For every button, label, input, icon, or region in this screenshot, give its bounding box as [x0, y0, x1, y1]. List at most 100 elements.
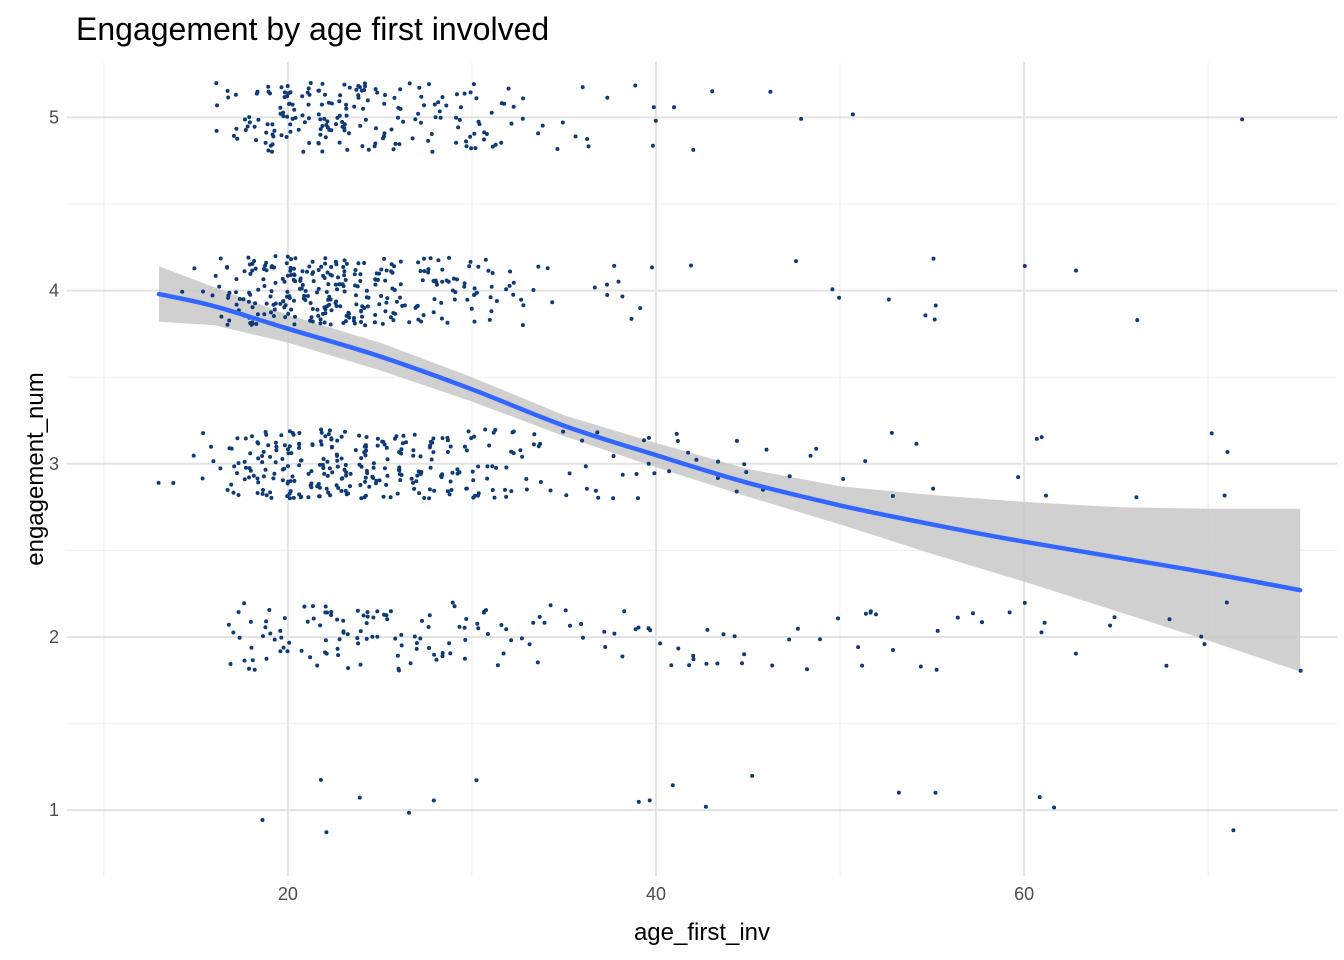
- data-point: [365, 304, 370, 309]
- data-point: [686, 450, 691, 455]
- data-point: [1022, 264, 1027, 268]
- data-point: [536, 131, 541, 136]
- data-point: [281, 110, 286, 115]
- data-point: [317, 462, 322, 467]
- data-point: [306, 495, 311, 500]
- data-point: [490, 144, 495, 149]
- data-point: [382, 134, 386, 139]
- data-point: [320, 124, 325, 128]
- data-point: [398, 282, 403, 287]
- data-point: [322, 116, 327, 121]
- data-point: [353, 268, 358, 272]
- data-point: [323, 434, 328, 439]
- data-point: [344, 113, 349, 118]
- data-point: [218, 466, 223, 471]
- data-point: [581, 635, 585, 640]
- data-point: [225, 265, 230, 270]
- data-point: [415, 473, 420, 478]
- data-point: [320, 149, 325, 154]
- data-point: [459, 105, 463, 110]
- data-point: [397, 142, 402, 147]
- chart-title: Engagement by age first involved: [76, 11, 549, 47]
- data-point: [260, 491, 265, 496]
- data-point: [341, 265, 346, 269]
- data-point: [519, 636, 524, 641]
- data-point: [287, 102, 291, 106]
- data-point: [409, 476, 414, 481]
- data-point: [323, 256, 328, 261]
- data-point: [466, 429, 471, 434]
- data-point: [292, 322, 297, 327]
- data-point: [337, 637, 342, 642]
- data-point: [427, 496, 432, 501]
- data-point: [428, 465, 433, 470]
- data-point: [476, 119, 481, 124]
- confidence-band: [159, 266, 1301, 672]
- data-point: [250, 658, 255, 663]
- data-point: [490, 464, 495, 469]
- data-point: [322, 320, 327, 325]
- data-point: [200, 476, 205, 481]
- data-point: [359, 88, 364, 93]
- data-point: [339, 434, 344, 439]
- data-point: [475, 621, 480, 626]
- data-point: [334, 483, 339, 488]
- data-point: [382, 466, 387, 471]
- data-point: [805, 667, 809, 672]
- data-point: [464, 139, 468, 144]
- data-point: [362, 261, 367, 265]
- data-point: [464, 448, 469, 453]
- data-point: [740, 661, 744, 666]
- data-point: [356, 641, 361, 646]
- data-point: [329, 265, 334, 269]
- data-point: [366, 295, 371, 300]
- data-point: [382, 131, 387, 136]
- data-point: [560, 120, 565, 125]
- data-point: [638, 306, 643, 311]
- data-point: [439, 475, 444, 480]
- data-point: [346, 666, 351, 671]
- data-point: [715, 476, 720, 480]
- data-point: [414, 479, 419, 484]
- data-point: [255, 89, 260, 94]
- data-point: [268, 91, 272, 96]
- data-point: [327, 466, 332, 471]
- data-point: [611, 496, 616, 501]
- data-point: [209, 444, 213, 449]
- data-point: [268, 454, 273, 459]
- data-point: [431, 798, 436, 803]
- data-point: [252, 667, 257, 672]
- data-point: [447, 255, 451, 260]
- data-point: [268, 631, 273, 636]
- data-point: [285, 114, 290, 119]
- data-point: [241, 297, 246, 302]
- data-point: [309, 469, 314, 474]
- data-point: [288, 90, 293, 95]
- data-point: [437, 109, 442, 114]
- data-point: [328, 272, 333, 277]
- data-point: [432, 297, 437, 302]
- data-point: [454, 92, 459, 97]
- data-point: [491, 430, 496, 435]
- data-point: [365, 610, 370, 615]
- data-point: [279, 85, 284, 90]
- data-point: [585, 137, 590, 141]
- data-point: [482, 137, 486, 142]
- data-point: [342, 128, 347, 133]
- data-point: [392, 95, 397, 100]
- data-point: [340, 282, 345, 287]
- data-point: [285, 254, 290, 259]
- data-point: [536, 264, 541, 269]
- data-point: [388, 609, 393, 614]
- data-point: [583, 464, 588, 469]
- data-point: [470, 469, 475, 474]
- data-point: [388, 495, 393, 500]
- data-point: [507, 283, 512, 288]
- data-point: [411, 453, 416, 458]
- data-point: [322, 471, 327, 476]
- data-point: [445, 435, 450, 440]
- data-point: [329, 613, 334, 617]
- data-point: [476, 626, 481, 631]
- data-point: [282, 616, 287, 621]
- data-point: [1112, 615, 1117, 620]
